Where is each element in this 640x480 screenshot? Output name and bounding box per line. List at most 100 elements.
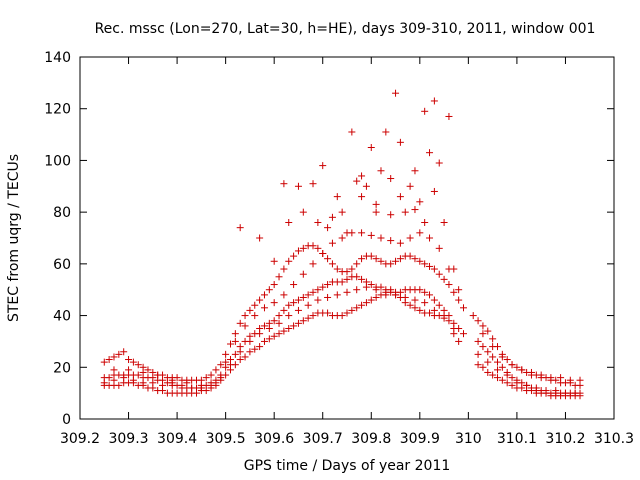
data-point [377, 167, 385, 175]
data-point [367, 296, 375, 304]
data-point [270, 332, 278, 340]
data-point [231, 337, 239, 345]
data-point [285, 257, 293, 265]
data-point [547, 374, 555, 382]
data-point [479, 330, 487, 338]
data-point [508, 381, 516, 389]
x-tick-label: 310.2 [545, 431, 585, 447]
data-point [333, 193, 341, 201]
data-point [125, 356, 133, 364]
data-point [430, 265, 438, 273]
data-point [411, 304, 419, 312]
data-point [372, 255, 380, 263]
data-point [435, 301, 443, 309]
y-tick-label: 20 [53, 360, 71, 376]
data-point [445, 281, 453, 289]
data-point [294, 247, 302, 255]
data-point [460, 304, 468, 312]
data-point [328, 260, 336, 268]
y-tick-label: 0 [62, 412, 71, 428]
data-point [270, 257, 278, 265]
data-point [508, 361, 516, 369]
data-point [241, 322, 249, 330]
data-point [105, 356, 113, 364]
data-point [338, 312, 346, 320]
data-point [110, 353, 118, 361]
data-point [484, 327, 492, 335]
x-tick-label: 309.4 [157, 431, 197, 447]
data-point [474, 350, 482, 358]
data-point [372, 208, 380, 216]
data-point [498, 363, 506, 371]
data-point [426, 309, 434, 317]
data-point [382, 128, 390, 136]
data-point [450, 325, 458, 332]
data-point [290, 281, 298, 289]
data-point [358, 172, 366, 180]
data-point [498, 353, 506, 361]
data-point [392, 291, 400, 299]
data-point [314, 218, 322, 226]
chart-title: Rec. mssc (Lon=270, Lat=30, h=HE), days … [95, 21, 596, 37]
data-point [304, 301, 312, 309]
data-point [421, 299, 429, 307]
data-point [542, 387, 550, 395]
data-point [338, 278, 346, 286]
data-point [532, 384, 540, 392]
data-point [256, 330, 264, 338]
data-point [421, 218, 429, 226]
data-point [290, 322, 298, 330]
data-point [149, 379, 157, 387]
data-point [523, 381, 531, 389]
data-point [260, 322, 268, 330]
data-point [256, 343, 264, 351]
data-point [338, 234, 346, 242]
data-point [377, 283, 385, 291]
data-point [299, 270, 307, 278]
data-point [280, 265, 288, 273]
data-point [493, 374, 501, 382]
data-point [290, 252, 298, 260]
data-point [527, 368, 535, 376]
data-point [207, 381, 215, 389]
data-point [226, 340, 234, 348]
data-point [125, 366, 133, 374]
y-tick-label: 60 [53, 257, 71, 273]
data-point [421, 107, 429, 115]
data-point [430, 97, 438, 105]
data-point [396, 288, 404, 296]
x-tick-label: 309.2 [60, 431, 100, 447]
data-point [401, 293, 409, 301]
data-point [343, 268, 351, 276]
data-point [275, 319, 283, 327]
data-point [256, 296, 264, 304]
data-point [149, 368, 157, 376]
data-point [309, 312, 317, 320]
data-point [319, 283, 327, 291]
data-point [270, 317, 278, 325]
data-point [426, 234, 434, 242]
data-point [367, 281, 375, 289]
data-point [367, 144, 375, 151]
data-point [241, 353, 249, 361]
data-point [265, 286, 273, 294]
data-point [518, 366, 526, 374]
data-point [411, 206, 419, 214]
data-point [314, 296, 322, 304]
data-point [246, 306, 254, 314]
data-point [120, 348, 128, 356]
data-point [100, 379, 108, 387]
data-point [435, 270, 443, 278]
data-point [566, 376, 574, 384]
data-point [489, 353, 497, 361]
data-point [440, 218, 448, 226]
data-point [309, 260, 317, 268]
y-tick-label: 80 [53, 205, 71, 221]
data-point [353, 304, 361, 312]
data-point [328, 239, 336, 247]
data-point [358, 275, 366, 283]
data-point [498, 376, 506, 384]
data-point [479, 322, 487, 330]
x-tick-label: 310 [455, 431, 482, 447]
